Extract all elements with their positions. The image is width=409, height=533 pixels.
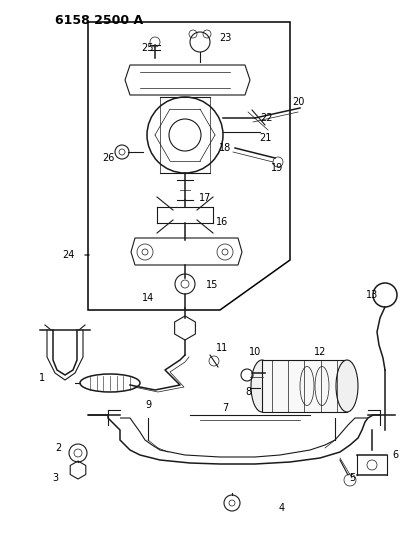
Ellipse shape	[335, 360, 357, 412]
Ellipse shape	[250, 360, 272, 412]
Text: 16: 16	[216, 217, 227, 227]
Text: 18: 18	[218, 143, 231, 153]
Text: 25: 25	[142, 43, 154, 53]
Text: 24: 24	[62, 250, 74, 260]
Text: 2: 2	[55, 443, 61, 453]
Text: 10: 10	[248, 347, 261, 357]
Text: 9: 9	[145, 400, 151, 410]
Text: 4: 4	[278, 503, 284, 513]
Text: 22: 22	[260, 113, 272, 123]
Text: 20: 20	[291, 97, 303, 107]
Text: 17: 17	[198, 193, 211, 203]
Text: 1: 1	[39, 373, 45, 383]
Text: 3: 3	[52, 473, 58, 483]
Text: 14: 14	[142, 293, 154, 303]
Text: 5: 5	[348, 473, 354, 483]
Text: 12: 12	[313, 347, 326, 357]
Text: 8: 8	[244, 387, 250, 397]
Text: 6158 2500 A: 6158 2500 A	[55, 14, 143, 27]
Text: 19: 19	[270, 163, 283, 173]
Text: 7: 7	[221, 403, 227, 413]
Text: 23: 23	[218, 33, 231, 43]
Text: 11: 11	[216, 343, 227, 353]
Text: 6: 6	[391, 450, 397, 460]
Text: 21: 21	[258, 133, 270, 143]
Text: 13: 13	[365, 290, 377, 300]
Bar	[261, 360, 346, 412]
Text: 26: 26	[101, 153, 114, 163]
Text: 15: 15	[205, 280, 218, 290]
